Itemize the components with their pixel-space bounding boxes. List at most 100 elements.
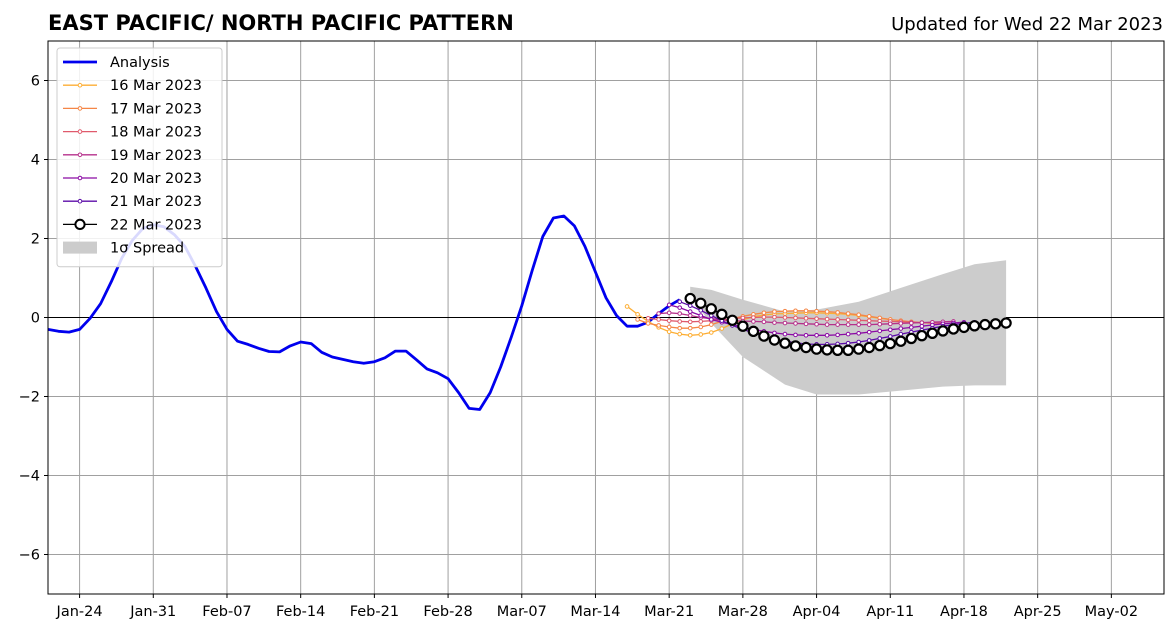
series-point [656, 317, 661, 322]
chart-title: EAST PACIFIC/ NORTH PACIFIC PATTERN [48, 11, 514, 35]
series-point [856, 312, 861, 318]
series-point [684, 292, 696, 305]
series-point [708, 330, 714, 335]
series-point [909, 325, 914, 330]
series-point [772, 330, 777, 336]
series-point [874, 339, 886, 352]
series-point [803, 321, 809, 327]
series-point [898, 331, 904, 337]
series-point [845, 322, 851, 327]
series-point [677, 331, 682, 337]
series-point [905, 332, 918, 345]
series-point [751, 315, 756, 320]
series-point [635, 317, 640, 322]
series-point [751, 319, 756, 324]
series-point [772, 320, 777, 325]
series-point [687, 309, 693, 314]
series-point [793, 321, 798, 326]
series-point [856, 339, 861, 345]
series-point [814, 321, 819, 327]
series-point [708, 317, 714, 322]
x-tick-label: Jan-31 [129, 604, 176, 620]
series-point [698, 319, 704, 324]
x-tick-label: Mar-21 [644, 604, 694, 620]
legend-marker [77, 106, 83, 111]
series-point [719, 326, 725, 331]
series-point [947, 323, 960, 335]
series-point [768, 334, 781, 346]
series-point [747, 325, 760, 338]
y-tick-label: 2 [31, 232, 40, 248]
legend-label: 18 Mar 2023 [110, 125, 202, 141]
series-point [645, 321, 651, 326]
legend-label: 21 Mar 2023 [110, 194, 202, 210]
legend-marker [77, 152, 83, 158]
series-point [635, 312, 640, 317]
series-point [824, 316, 830, 322]
series-point [856, 331, 861, 336]
series-point [937, 325, 949, 337]
series-point [814, 308, 819, 314]
series-point [989, 318, 1002, 330]
series-point [677, 319, 682, 324]
series-point [761, 310, 767, 316]
series-group [684, 292, 1012, 356]
series-point [835, 317, 840, 322]
series-point [793, 332, 798, 338]
series-point [782, 320, 788, 326]
x-tick-label: Mar-07 [497, 604, 547, 620]
series-point [698, 332, 704, 337]
legend-label: 16 Mar 2023 [110, 78, 202, 94]
series-point [666, 302, 672, 308]
x-tick-label: Apr-11 [866, 604, 914, 620]
series-point [884, 337, 896, 350]
series-point [782, 315, 788, 320]
series-point [887, 321, 893, 327]
legend-label: 1σ Spread [110, 241, 184, 257]
series-point [856, 317, 861, 323]
series-point [698, 324, 704, 330]
legend-label: 19 Mar 2023 [110, 148, 202, 164]
series-point [772, 314, 777, 320]
chart-subtitle: Updated for Wed 22 Mar 2023 [891, 14, 1163, 35]
x-tick-label: Jan-24 [56, 604, 103, 620]
series-point [856, 322, 861, 327]
series-point [761, 314, 767, 320]
x-tick-label: Mar-28 [718, 604, 768, 620]
series-point [800, 341, 812, 354]
series-point [810, 343, 823, 355]
series-point [909, 320, 914, 326]
legend-label: Analysis [110, 55, 170, 71]
series-point [821, 344, 833, 356]
series-point [677, 325, 682, 331]
series-point [687, 325, 693, 331]
x-tick-label: Apr-18 [940, 604, 988, 620]
series-point [737, 320, 749, 332]
x-tick-label: Apr-25 [1014, 604, 1062, 620]
series-point [677, 311, 682, 316]
y-tick-label: −2 [19, 390, 40, 406]
series-point [772, 309, 777, 314]
y-tick-label: 6 [31, 74, 40, 90]
legend-label: 17 Mar 2023 [110, 101, 202, 117]
series-point [845, 311, 851, 316]
series-point [687, 332, 693, 338]
series-point [824, 332, 830, 338]
series-point [877, 321, 883, 327]
series-point [656, 311, 661, 316]
series-point [782, 331, 788, 337]
y-tick-label: 0 [31, 311, 40, 327]
legend: Analysis 16 Mar 2023 17 Mar 2023 18 Mar 202… [56, 47, 223, 268]
y-tick-label: 4 [31, 153, 40, 169]
y-tick-label: −4 [19, 469, 40, 485]
series-point [687, 303, 693, 308]
series-point [687, 313, 693, 318]
series-point [705, 303, 717, 315]
series-point [779, 337, 791, 349]
series-point [824, 322, 830, 327]
spread-band [690, 260, 1007, 395]
series-point [877, 328, 883, 334]
series-point [835, 332, 840, 338]
x-tick-label: Mar-14 [570, 604, 620, 620]
series-point [758, 330, 770, 342]
